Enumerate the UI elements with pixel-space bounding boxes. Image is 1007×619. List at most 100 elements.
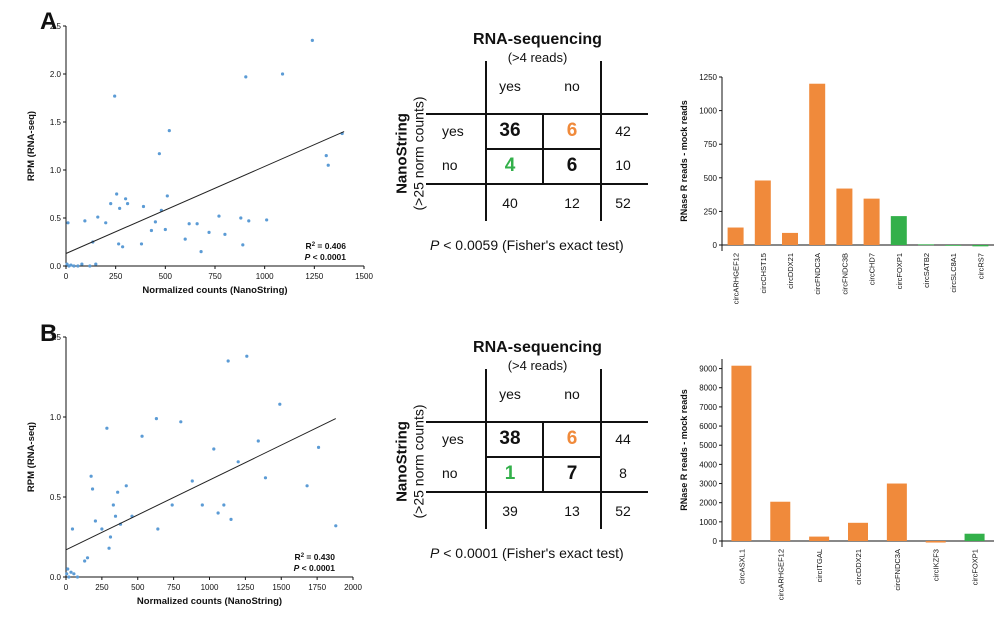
y-tick-label: 5000 <box>699 441 717 450</box>
y-tick-label: 0 <box>713 537 718 546</box>
y-tick-label: 0 <box>713 241 718 250</box>
scatter-point <box>83 559 87 563</box>
scatter-point <box>125 202 130 206</box>
y-tick-label: 0.5 <box>50 214 62 223</box>
scatter-point <box>80 262 84 266</box>
scatter-point <box>280 72 285 76</box>
ct-hline-top <box>426 421 648 423</box>
p-label: P <box>305 252 311 262</box>
ct-cell-yes-yes: 38 <box>499 428 521 449</box>
ct-row-label-main: NanoString <box>393 113 411 194</box>
x-axis-label: Normalized counts (NanoString) <box>137 596 282 607</box>
scatter-point <box>117 242 121 246</box>
scatter-point <box>244 75 248 79</box>
scatter-point <box>72 264 76 268</box>
scatter-point <box>229 517 233 521</box>
y-tick-label: 8000 <box>699 384 717 393</box>
x-tick-label: circDDX21 <box>786 253 795 289</box>
scatter-point <box>163 227 167 232</box>
x-tick-label: circRS7 <box>976 253 985 279</box>
scatter-point <box>236 460 240 464</box>
ct-p-italic: P <box>430 237 440 253</box>
bar-circDDX21 <box>848 522 868 541</box>
ct-cell-yes-no: 6 <box>566 428 578 449</box>
scatter-point <box>96 215 100 219</box>
x-tick-label: 0 <box>64 583 69 592</box>
y-tick-label: 6000 <box>699 422 717 431</box>
ct-cell-yes-yes: 36 <box>499 120 521 141</box>
ct-row-no: no <box>442 465 458 481</box>
scatter-point <box>326 163 330 167</box>
scatter-point <box>66 221 70 225</box>
scatter-point <box>190 479 194 483</box>
y-tick-label: 1.5 <box>50 118 62 127</box>
y-axis-label: RPM (RNA-seq) <box>26 422 37 492</box>
scatter-point <box>104 221 108 225</box>
scatter-point <box>157 152 161 156</box>
scatter-point <box>109 202 113 206</box>
scatter-point <box>199 250 203 254</box>
ct-row-label-main: NanoString <box>393 421 411 502</box>
ct-p-text: < 0.0059 (Fisher's exact test) <box>439 237 624 253</box>
r-squared-value: = 0.406 <box>315 241 346 251</box>
bar-circITGAL <box>809 536 830 541</box>
bar-circIKZF3 <box>925 541 946 543</box>
x-tick-label: circASXL1 <box>737 549 746 584</box>
y-axis-label: RPM (RNA-seq) <box>26 111 37 181</box>
ct-col-total-yes: 40 <box>502 195 518 211</box>
ct-cell-no-no: 6 <box>566 155 578 176</box>
scatter-point <box>93 519 98 523</box>
y-tick-label: 4000 <box>699 460 717 469</box>
scatter-point <box>334 524 338 528</box>
scatter-point <box>167 129 171 133</box>
scatter-point <box>85 556 90 560</box>
scatter-point <box>183 237 187 241</box>
scatter-point <box>65 572 69 576</box>
bar-circDDX21 <box>782 232 798 245</box>
y-tick-label: 750 <box>704 140 718 149</box>
scatter-point <box>75 575 80 579</box>
x-axis-label: Normalized counts (NanoString) <box>142 285 287 296</box>
scatter-point <box>69 263 73 267</box>
x-tick-label: 1500 <box>355 272 373 281</box>
scatter-point <box>65 262 69 266</box>
scatter-point <box>216 511 220 515</box>
scatter-point <box>247 219 251 223</box>
scatter-point <box>116 490 120 494</box>
scatter-point <box>108 535 113 539</box>
y-tick-label: 1000 <box>699 107 717 116</box>
y-tick-label: 1.0 <box>50 413 62 422</box>
x-tick-label: 750 <box>167 583 181 592</box>
ct-col-yes: yes <box>499 386 521 402</box>
ct-hline-center <box>486 456 600 458</box>
scatter-chart-a: 0.0 0.5 1.0 1.5 2.0 2.5 0 250 500 750 1000 1250 1500… <box>26 22 373 296</box>
scatter-point <box>88 264 92 268</box>
scatter-point <box>324 154 328 158</box>
contingency-table-a: RNA-sequencing (>4 reads) yes no NanoStr… <box>380 25 670 265</box>
x-tick-label: 750 <box>208 272 222 281</box>
scatter-point <box>179 420 183 424</box>
ct-row-total-no: 8 <box>619 465 627 481</box>
x-tick-label: 1250 <box>236 583 254 592</box>
ct-col-yes: yes <box>499 78 521 94</box>
ct-p-value: P < 0.0001 (Fisher's exact test) <box>430 545 624 561</box>
y-tick-label: 0.0 <box>50 262 62 271</box>
scatter-point <box>165 194 169 198</box>
x-tick-label: circFNDC3A <box>813 253 822 295</box>
bar-circCHD7 <box>863 198 880 245</box>
bar-circASXL1 <box>731 365 752 541</box>
x-tick-label: 1500 <box>272 583 290 592</box>
ct-col-total-no: 12 <box>564 195 580 211</box>
scatter-point <box>278 402 282 406</box>
r-squared-label: R2 = 0.406 <box>306 241 347 251</box>
x-tick-label: circCHD7 <box>868 253 877 285</box>
bar-chart-a: 0 250 500 750 1000 1250 RNase R reads - mock r… <box>679 73 994 304</box>
panel-letter-b: B <box>40 320 58 347</box>
x-tick-label: 1000 <box>256 272 274 281</box>
x-tick-label: 0 <box>64 272 69 281</box>
ct-cell-no-yes: 1 <box>504 463 516 484</box>
ct-title: RNA-sequencing <box>473 339 602 356</box>
ct-p-value: P < 0.0059 (Fisher's exact test) <box>430 237 624 253</box>
scatter-point <box>66 567 70 571</box>
p-value-label: P < 0.0001 <box>294 563 336 573</box>
